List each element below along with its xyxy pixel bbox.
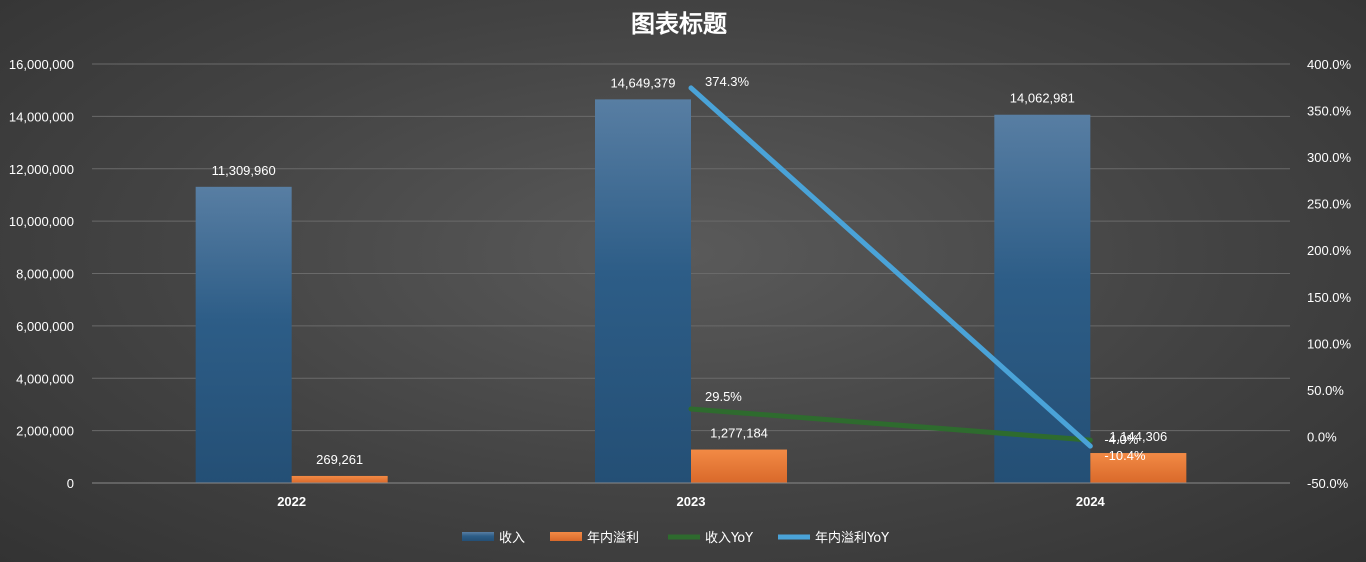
right-tick-label: 300.0%: [1307, 150, 1352, 165]
left-tick-label: 2,000,000: [16, 424, 74, 439]
line-profit-yoy-label: 374.3%: [705, 74, 750, 89]
line-revenue-yoy: [688, 406, 1093, 443]
line-revenue-yoy-label: -4.0%: [1104, 432, 1138, 447]
bar-revenue-label: 11,309,960: [212, 163, 276, 178]
legend-swatch: [462, 532, 494, 541]
legend-item: 年内溢利: [550, 530, 639, 546]
bar-profit-label: 269,261: [316, 452, 363, 467]
left-tick-label: 6,000,000: [16, 319, 74, 334]
category-label: 2022: [277, 494, 306, 509]
legend-label: 收入YoY: [705, 531, 753, 546]
data-labels: 11,309,960 14,649,379 14,062,981 269,261 1,2…: [212, 74, 1168, 467]
left-tick-label: 8,000,000: [16, 267, 74, 282]
bar-revenue: [595, 99, 691, 483]
bar-profit: [291, 475, 388, 483]
left-tick-label: 12,000,000: [9, 162, 74, 177]
legend-item: 年内溢利YoY: [778, 530, 889, 546]
left-tick-label: 10,000,000: [9, 214, 74, 229]
bar-profit-label: 1,277,184: [710, 426, 768, 441]
category-axis: 2022 2023 2024: [92, 482, 1290, 509]
legend-label: 年内溢利YoY: [815, 530, 889, 546]
right-tick-label: -50.0%: [1307, 476, 1349, 491]
line-profit-yoy: [688, 85, 1093, 449]
bar-revenue: [195, 186, 292, 483]
bars: [195, 99, 1187, 484]
category-label: 2024: [1076, 494, 1106, 509]
legend-label: 收入: [499, 531, 525, 546]
right-tick-label: 150.0%: [1307, 290, 1352, 305]
legend-item: 收入: [462, 531, 525, 546]
right-tick-label: 350.0%: [1307, 104, 1352, 119]
left-axis: 0 2,000,000 4,000,000 6,000,000 8,000,000 10,…: [9, 57, 74, 491]
bar-profit: [691, 449, 787, 483]
right-tick-label: 100.0%: [1307, 336, 1352, 351]
bar-revenue-label: 14,062,981: [1010, 91, 1075, 106]
lines: [688, 85, 1093, 449]
legend-item: 收入YoY: [668, 531, 753, 546]
category-label: 2023: [677, 494, 706, 509]
right-tick-label: 200.0%: [1307, 243, 1352, 258]
line-profit-yoy-label: -10.4%: [1104, 448, 1146, 463]
line-revenue-yoy-label: 29.5%: [705, 389, 742, 404]
right-axis: -50.0% 0.0% 50.0% 100.0% 150.0% 200.0% 250.0% 3…: [1307, 57, 1352, 491]
left-tick-label: 4,000,000: [16, 371, 74, 386]
right-tick-label: 0.0%: [1307, 429, 1337, 444]
bar-profit: [1090, 453, 1187, 483]
right-tick-label: 250.0%: [1307, 197, 1352, 212]
bar-revenue-label: 14,649,379: [610, 75, 675, 90]
left-tick-label: 14,000,000: [9, 109, 74, 124]
legend: 收入 年内溢利 收入YoY 年内溢利YoY: [462, 530, 889, 546]
right-tick-label: 400.0%: [1307, 57, 1352, 72]
right-tick-label: 50.0%: [1307, 383, 1344, 398]
left-tick-label: 16,000,000: [9, 57, 74, 72]
chart-title: 图表标题: [631, 10, 727, 38]
bar-revenue: [994, 114, 1091, 484]
legend-swatch: [550, 532, 582, 541]
legend-label: 年内溢利: [587, 530, 639, 546]
bar-profit-label: 1,144,306: [1109, 429, 1167, 444]
left-tick-label: 0: [67, 476, 74, 491]
